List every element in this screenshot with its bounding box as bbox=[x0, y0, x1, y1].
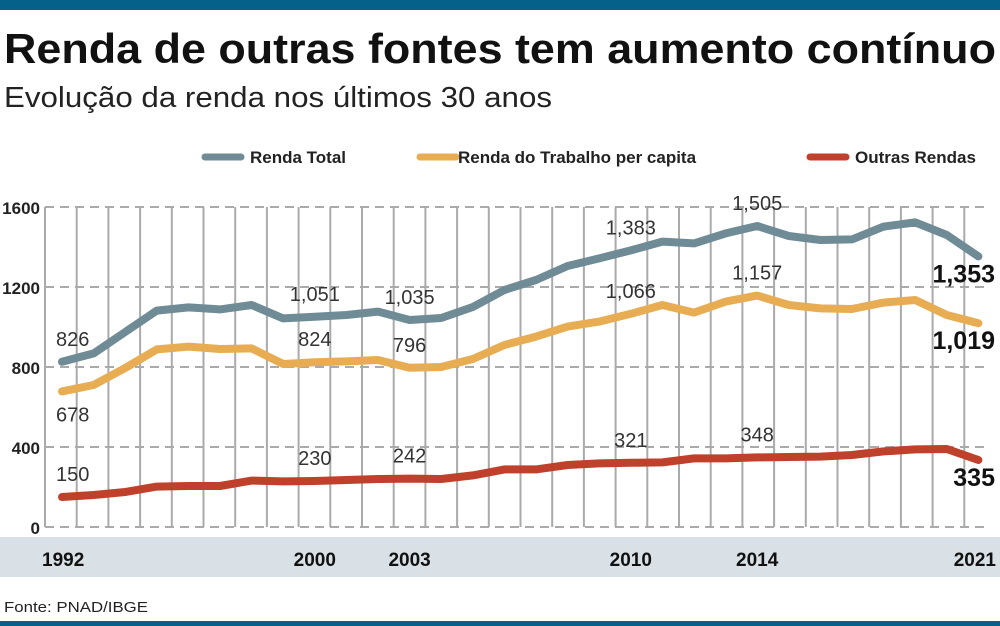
x-tick-label: 2003 bbox=[388, 550, 430, 571]
grid bbox=[44, 206, 985, 528]
legend-label: Renda Total bbox=[250, 148, 346, 167]
series-line bbox=[58, 291, 983, 396]
y-tick-label: 1600 bbox=[2, 199, 40, 218]
data-label: 1,157 bbox=[732, 263, 782, 285]
data-label: 1,383 bbox=[606, 217, 656, 239]
legend-label: Outras Rendas bbox=[855, 148, 976, 167]
data-label: 335 bbox=[953, 464, 995, 492]
data-label: 1,353 bbox=[932, 260, 995, 288]
data-label: 150 bbox=[56, 464, 89, 486]
x-tick-label: 2021 bbox=[954, 550, 997, 571]
x-tick-label: 2014 bbox=[736, 550, 779, 571]
y-tick-label: 1200 bbox=[2, 279, 40, 298]
y-axis: 0 400 800 1200 1600 bbox=[2, 199, 40, 538]
y-tick-label: 400 bbox=[12, 439, 40, 458]
top-accent-bar bbox=[0, 0, 1000, 10]
data-label: 796 bbox=[393, 335, 426, 357]
data-label: 1,035 bbox=[385, 287, 435, 309]
series-lines bbox=[58, 218, 983, 501]
chart-subtitle: Evolução da renda nos últimos 30 anos bbox=[4, 82, 552, 114]
y-tick-label: 0 bbox=[31, 519, 40, 538]
data-label: 678 bbox=[56, 404, 89, 426]
y-tick-label: 800 bbox=[12, 359, 40, 378]
legend: Renda Total Renda do Trabalho per capita O… bbox=[201, 148, 976, 167]
chart-title: Renda de outras fontes tem aumento contí… bbox=[4, 25, 996, 72]
data-label: 321 bbox=[614, 430, 647, 452]
source-note: Fonte: PNAD/IBGE bbox=[4, 599, 148, 616]
data-label: 824 bbox=[298, 329, 331, 351]
data-label: 1,019 bbox=[932, 327, 995, 355]
bottom-accent-bar bbox=[0, 621, 1000, 626]
data-label: 348 bbox=[741, 424, 774, 446]
series-line bbox=[58, 445, 983, 501]
x-tick-label: 2010 bbox=[610, 550, 652, 571]
x-tick-label: 1992 bbox=[42, 550, 84, 571]
data-labels: 826 1,051 1,035 1,383 1,505 1,353 678 824 796 1,0… bbox=[56, 193, 995, 492]
x-axis-band bbox=[0, 537, 1000, 577]
data-label: 242 bbox=[393, 446, 426, 468]
data-label: 1,051 bbox=[290, 284, 340, 306]
data-label: 826 bbox=[56, 329, 89, 351]
x-axis: 1992 2000 2003 2010 2014 2021 bbox=[42, 550, 996, 571]
x-tick-label: 2000 bbox=[294, 550, 336, 571]
series-line bbox=[58, 218, 983, 366]
legend-label: Renda do Trabalho per capita bbox=[458, 148, 697, 167]
data-label: 230 bbox=[298, 448, 331, 470]
data-label: 1,505 bbox=[732, 193, 782, 215]
data-label: 1,066 bbox=[606, 281, 656, 303]
